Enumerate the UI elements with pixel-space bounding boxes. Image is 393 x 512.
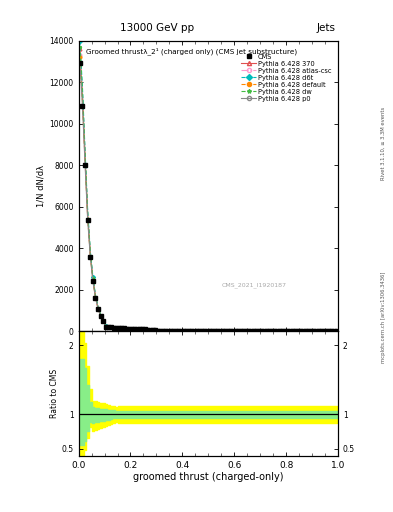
Text: 13000 GeV pp: 13000 GeV pp (120, 23, 194, 33)
Legend: CMS, Pythia 6.428 370, Pythia 6.428 atlas-csc, Pythia 6.428 d6t, Pythia 6.428 de: CMS, Pythia 6.428 370, Pythia 6.428 atla… (241, 53, 332, 102)
Text: CMS_2021_I1920187: CMS_2021_I1920187 (221, 282, 286, 288)
Y-axis label: Ratio to CMS: Ratio to CMS (50, 369, 59, 418)
X-axis label: groomed thrust (charged-only): groomed thrust (charged-only) (133, 472, 283, 482)
Text: Groomed thrustλ_2¹ (charged only) (CMS jet substructure): Groomed thrustλ_2¹ (charged only) (CMS j… (86, 47, 298, 54)
Y-axis label: 1/N dN/dλ: 1/N dN/dλ (36, 165, 45, 207)
Text: Jets: Jets (317, 23, 336, 33)
Text: Rivet 3.1.10, ≥ 3.3M events: Rivet 3.1.10, ≥ 3.3M events (381, 106, 386, 180)
Text: mcplots.cern.ch [arXiv:1306.3436]: mcplots.cern.ch [arXiv:1306.3436] (381, 272, 386, 363)
